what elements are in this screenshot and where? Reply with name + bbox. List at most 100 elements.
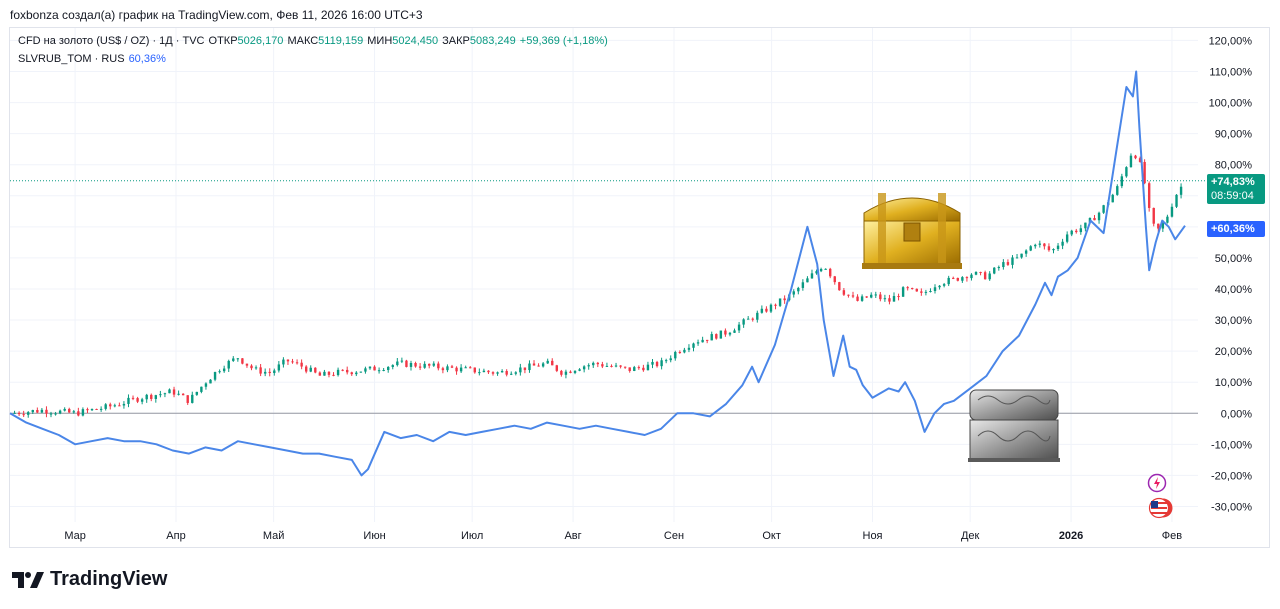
gold-candle <box>856 296 859 301</box>
gold-candle <box>1079 228 1083 233</box>
gold-candle <box>1175 194 1178 207</box>
gold-low-value: 5024,450 <box>392 35 439 47</box>
gold-candle <box>327 371 331 375</box>
y-tick-label: -20,00% <box>1211 470 1252 482</box>
y-tick-label: 120,00% <box>1209 35 1253 47</box>
gold-candle <box>541 363 545 367</box>
gold-candle <box>263 371 267 374</box>
gold-candle <box>942 284 946 286</box>
gold-close-label: ЗАКР <box>442 35 470 47</box>
gold-candle <box>546 360 549 364</box>
gold-candle <box>938 285 941 288</box>
gold-candle <box>623 366 627 368</box>
gold-candle <box>988 273 991 280</box>
gold-candle <box>232 358 235 361</box>
gold-candle <box>31 410 34 413</box>
silver-symbol[interactable]: SLVRUB_TOM · RUS <box>18 53 125 65</box>
gold-candle <box>993 267 996 274</box>
gold-candle <box>751 318 754 320</box>
gold-symbol[interactable]: CFD на золото (US$ / OZ) · 1Д · TVC <box>18 35 205 47</box>
gold-candle <box>455 367 458 372</box>
gold-candle <box>300 362 303 367</box>
gold-candle <box>437 363 440 369</box>
gold-candle <box>842 290 846 295</box>
gold-candle <box>355 372 358 375</box>
gold-candle <box>911 288 914 290</box>
gold-candle <box>314 367 317 373</box>
gold-candle <box>491 372 495 374</box>
gold-candle <box>277 364 281 371</box>
gold-candle <box>915 288 918 292</box>
gold-candle <box>628 367 631 371</box>
gold-candle <box>619 365 622 367</box>
gold-candle <box>222 368 226 372</box>
gold-legend[interactable]: CFD на золото (US$ / OZ) · 1Д · TVC ОТКР5… <box>18 35 612 47</box>
gold-candle <box>204 383 208 387</box>
gold-candle <box>797 287 800 292</box>
gold-candle <box>459 367 463 372</box>
tradingview-logo[interactable]: TradingView <box>12 568 167 591</box>
y-tick-label: -30,00% <box>1211 501 1252 513</box>
x-tick-label: Авг <box>564 530 581 542</box>
gold-candle <box>469 367 472 369</box>
gold-candle <box>715 334 718 339</box>
gold-candle <box>496 372 499 374</box>
gold-candle <box>200 386 203 392</box>
silver-legend[interactable]: SLVRUB_TOM · RUS 60,36% <box>18 53 170 65</box>
gold-candle <box>104 404 107 409</box>
gold-candle <box>683 349 686 353</box>
gold-candle <box>1061 241 1064 246</box>
gold-candle <box>719 330 723 339</box>
gold-candle <box>901 287 905 297</box>
gold-candle <box>929 291 932 293</box>
y-tick-label: 30,00% <box>1215 315 1253 327</box>
gold-candle <box>637 367 641 369</box>
us-flag-icon[interactable] <box>1146 497 1176 519</box>
gold-candle <box>514 372 517 374</box>
gold-candle <box>678 351 682 353</box>
gold-candle <box>847 294 850 296</box>
silver-price-badge: +60,36% <box>1207 221 1265 237</box>
gold-candle <box>614 365 618 367</box>
gold-candle <box>341 369 344 371</box>
gold-candle <box>1157 223 1160 229</box>
x-tick-label: 2026 <box>1059 530 1083 542</box>
lightning-icon[interactable] <box>1147 473 1167 493</box>
gold-candle <box>897 296 900 298</box>
gold-candle <box>409 363 413 367</box>
gold-candle <box>997 267 1001 269</box>
gold-candle <box>592 362 595 366</box>
gold-candle <box>920 291 923 293</box>
gold-candle <box>555 365 559 371</box>
gold-candle <box>838 282 841 291</box>
gold-candle <box>778 298 782 306</box>
gold-candle <box>551 360 554 366</box>
gold-candle <box>523 367 527 371</box>
gold-candle <box>245 363 249 366</box>
gold-candle <box>961 277 964 281</box>
gold-candle <box>405 360 408 367</box>
gold-candle <box>323 371 326 376</box>
gold-candle <box>756 312 759 320</box>
gold-candle <box>127 397 130 404</box>
gold-candle <box>145 394 148 400</box>
gold-candle <box>1043 243 1046 247</box>
x-tick-label: Апр <box>166 530 185 542</box>
gold-candle <box>860 296 864 301</box>
gold-candle <box>642 367 645 371</box>
gold-candle <box>1152 207 1155 224</box>
y-tick-label: 80,00% <box>1215 160 1253 172</box>
gold-candle <box>596 362 600 365</box>
gold-candle <box>1075 230 1078 233</box>
gold-candle <box>1097 212 1101 221</box>
gold-candle <box>250 365 253 369</box>
gold-candle <box>564 371 568 375</box>
gold-candle <box>701 339 704 343</box>
gold-candle <box>692 343 695 348</box>
silver-chest-image <box>968 389 1060 462</box>
gold-candle <box>1125 167 1128 177</box>
gold-candle <box>482 370 486 373</box>
gold-candle <box>933 287 937 292</box>
gold-candle <box>601 364 604 367</box>
